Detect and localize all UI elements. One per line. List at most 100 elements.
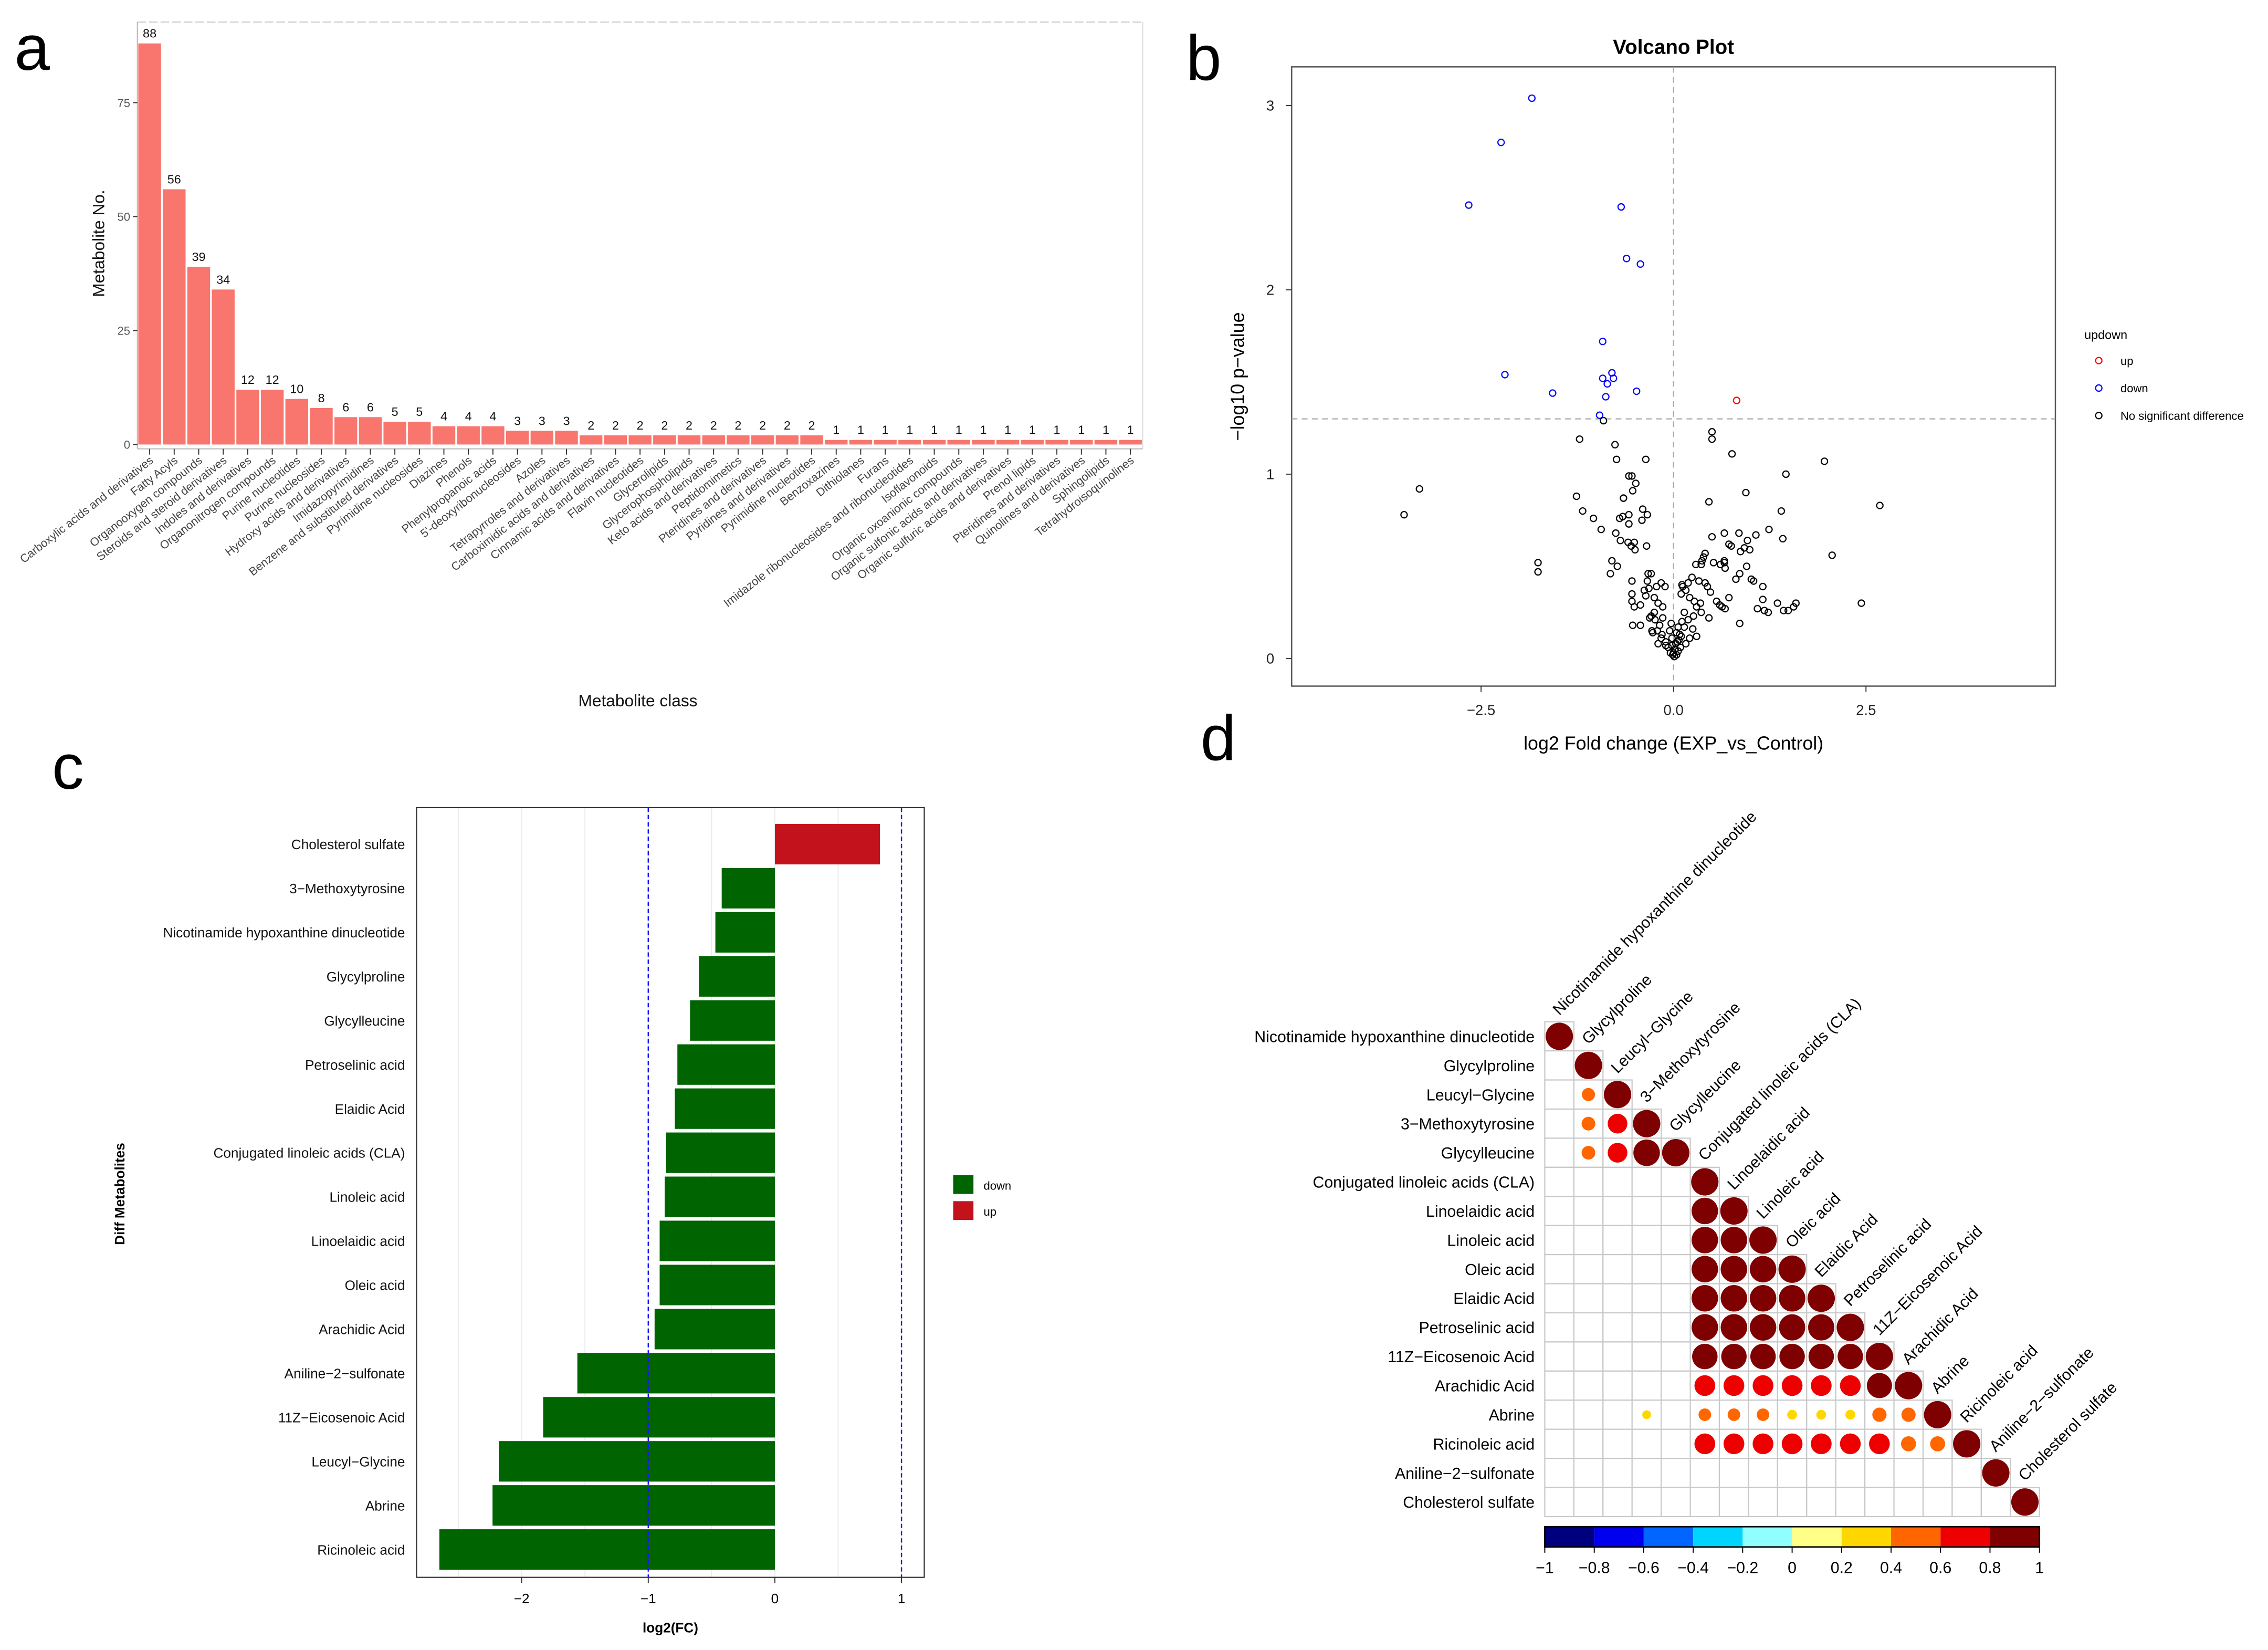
data-point-nonsig [1708,428,1716,436]
bar [580,435,603,445]
x-tick-label: 0.0 [1664,702,1684,718]
correlation-circle [1642,1410,1651,1419]
data-point-down [1465,201,1473,209]
y-tick-label: Abrine [365,1498,405,1513]
data-point-nonsig [1628,590,1636,598]
bar-value-label: 1 [980,423,986,437]
data-point-nonsig [1697,560,1705,569]
bar [898,440,921,445]
bar-down [677,1044,775,1085]
data-point-nonsig [1667,620,1675,628]
data-point-nonsig [1400,510,1408,519]
bar-value-label: 1 [906,423,913,437]
correlation-circle [1546,1022,1573,1050]
panel-label-c: c [52,731,84,802]
legend-label: No significant difference [2120,410,2244,423]
matrix-cell [1631,1457,1662,1488]
correlation-circle [1574,1051,1602,1079]
colorbar-tick-label: −0.6 [1628,1559,1660,1576]
correlation-circle [1720,1314,1747,1341]
bar-value-label: 1 [1127,423,1134,437]
bar [285,399,308,445]
matrix-cell [1573,1341,1604,1372]
correlation-circle [1720,1285,1747,1312]
data-point-nonsig [1654,599,1662,607]
bar-value-label: 1 [1054,423,1060,437]
matrix-cell [1661,1312,1691,1343]
data-point-down [1603,380,1611,388]
data-point-nonsig [1742,562,1751,570]
data-point-nonsig [1606,570,1614,578]
data-point-nonsig [1737,548,1745,556]
row-label: Elaidic Acid [1453,1290,1535,1308]
correlation-circle [1752,1375,1773,1396]
correlation-circle [1838,1343,1863,1370]
column-label: 11Z−Eicosenoic Acid [1870,1223,1986,1339]
data-point-nonsig [1782,470,1790,478]
matrix-cell [1748,1487,1778,1518]
matrix-cell [1661,1196,1691,1226]
colorbar-bin [1643,1527,1694,1547]
bar [677,435,701,445]
correlation-circle [1691,1168,1719,1196]
row-label: 3−Methoxytyrosine [1401,1116,1535,1133]
data-point-down [1497,139,1505,147]
correlation-circle [1749,1314,1777,1341]
bar-down [675,1088,775,1129]
bar-value-label: 2 [710,419,717,432]
bar-value-label: 39 [192,250,205,264]
bar-value-label: 1 [956,423,962,437]
data-point-nonsig [1701,549,1709,557]
correlation-circle [1603,1081,1632,1109]
bar-value-label: 2 [734,419,741,432]
correlation-circle [1692,1197,1718,1225]
x-tick-label: 2.5 [1856,702,1876,718]
correlation-circle [1982,1459,2010,1487]
data-point-nonsig [1650,593,1658,602]
bar [481,426,505,445]
x-tick-label: −2.5 [1467,702,1495,718]
matrix-cell [1777,1487,1808,1518]
correlation-circle [1840,1433,1861,1455]
data-point-nonsig [1600,416,1608,425]
data-point-nonsig [1658,614,1667,622]
correlation-circle [1872,1407,1887,1422]
colorbar-tick-label: −1 [1536,1559,1554,1576]
data-point-down [1636,260,1644,268]
data-point-nonsig [1576,435,1583,443]
matrix-cell [1631,1196,1662,1226]
data-point-nonsig [1721,564,1729,572]
colorbar-tick-label: −0.8 [1579,1559,1610,1576]
data-point-nonsig [1742,488,1750,497]
data-point-nonsig [1721,604,1729,613]
matrix-cell [1835,1457,1866,1488]
matrix-cell [1661,1400,1691,1430]
matrix-cell [1544,1487,1574,1518]
data-point-nonsig [1708,533,1716,541]
correlation-circle [1749,1226,1777,1254]
bar-down [659,1265,775,1306]
data-point-nonsig [1654,640,1662,648]
bar [849,440,873,445]
data-point-nonsig [1666,627,1674,635]
correlation-circle [1781,1433,1803,1455]
bar [628,435,652,445]
bar [1070,440,1093,445]
bar [702,435,725,445]
data-point-down [1501,371,1509,379]
matrix-cell [1602,1166,1633,1197]
data-point-nonsig [1597,526,1605,534]
data-point-nonsig [1534,568,1542,576]
matrix-cell [1806,1487,1836,1518]
correlation-circle [1840,1375,1861,1396]
column-label: Nicotinamide hypoxanthine dinucleotide [1550,808,1760,1019]
data-point-nonsig [1631,546,1639,554]
bar-value-label: 2 [587,419,594,432]
correlation-circle [1633,1139,1660,1166]
data-point-nonsig [1820,457,1829,465]
colorbar-bin [1841,1527,1892,1547]
y-tick-label: 11Z−Eicosenoic Acid [278,1409,405,1425]
data-point-nonsig [1697,608,1705,617]
